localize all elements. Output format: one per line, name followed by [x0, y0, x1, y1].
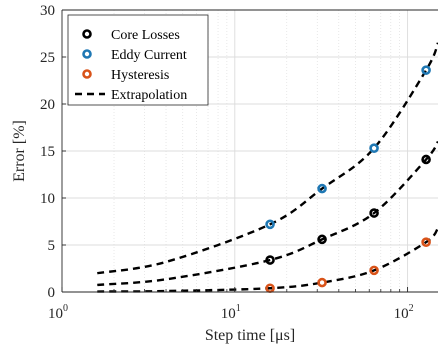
- legend-marker-hysteresis: [82, 69, 92, 79]
- data-point-hysteresis: [317, 277, 327, 288]
- extrapolation-curve: [97, 140, 438, 287]
- tick-labels: 0 5 10 15 20 25 30 100 101 102: [40, 3, 414, 322]
- x-tick-label: 101: [221, 303, 241, 322]
- data-point-eddy-current: [421, 65, 431, 75]
- data-point-eddy-current: [369, 143, 379, 153]
- legend-label-core-losses: Core Losses: [111, 28, 180, 43]
- extrapolation-curve: [97, 227, 438, 293]
- y-tick-label: 30: [40, 3, 55, 19]
- legend-label-hysteresis: Hysteresis: [111, 68, 169, 83]
- x-axis-label: Step time [μs]: [205, 327, 295, 344]
- axes: [61, 9, 438, 293]
- data-point-hysteresis: [421, 237, 431, 247]
- y-axis-label: Error [%]: [11, 120, 28, 182]
- y-tick-label: 15: [40, 144, 55, 160]
- legend-label-extrapolation: Extrapolation: [111, 88, 187, 103]
- data-point-core-losses: [265, 255, 275, 265]
- data-point-core-losses: [421, 154, 431, 165]
- legend-marker-eddy-current: [82, 49, 92, 59]
- data-point-core-losses: [369, 208, 379, 218]
- data-point-eddy-current: [317, 183, 327, 194]
- legend-label-eddy-current: Eddy Current: [111, 48, 187, 63]
- legend-marker-core-losses: [82, 29, 92, 39]
- data-point-eddy-current: [265, 219, 275, 230]
- x-tick-label: 100: [48, 303, 68, 322]
- y-tick-label: 10: [40, 191, 55, 207]
- y-tick-label: 0: [48, 285, 56, 301]
- legend: Core Losses Eddy Current Hysteresis Extr…: [67, 14, 209, 106]
- y-tick-label: 25: [40, 50, 55, 66]
- x-tick-label: 102: [394, 303, 414, 322]
- data-point-hysteresis: [369, 265, 379, 276]
- y-tick-label: 20: [40, 97, 55, 113]
- legend-box: [67, 14, 209, 106]
- data-point-core-losses: [317, 234, 327, 245]
- y-tick-label: 5: [48, 238, 56, 254]
